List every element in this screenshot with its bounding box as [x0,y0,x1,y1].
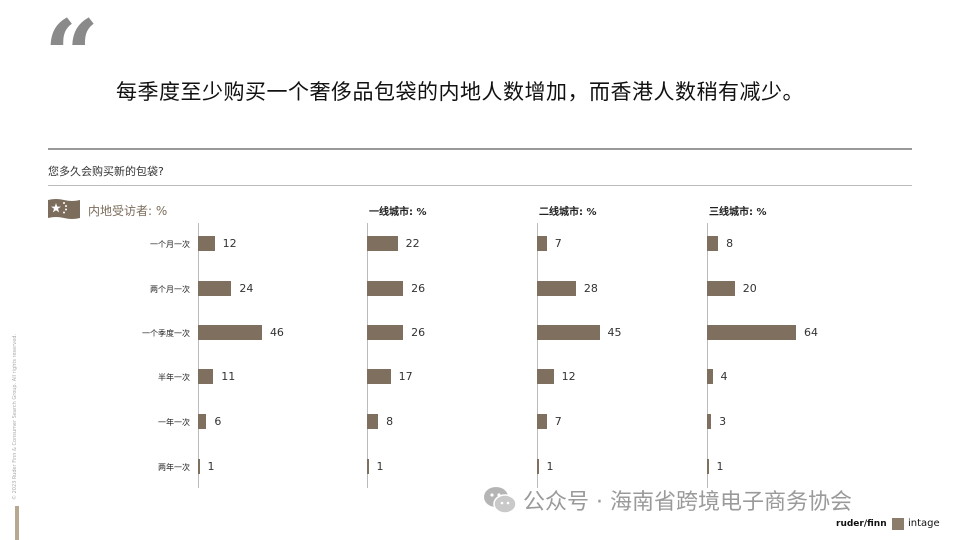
bar [367,236,398,251]
data-label: 26 [411,326,426,339]
bar [537,325,600,340]
wechat-icon [484,487,517,514]
bar [537,414,547,429]
chart-title: 三线城市: % [709,207,767,218]
survey-question: 您多久会购买新的包袋? [48,165,164,178]
watermark-text: 公众号 · 海南省跨境电子商务协会 [523,490,852,515]
bar [707,459,709,474]
data-label: 46 [269,326,284,339]
data-label: 1 [376,460,384,473]
data-label: 22 [405,237,420,250]
top-divider [48,148,912,150]
bar [198,236,215,251]
data-label: 45 [607,326,622,339]
data-label: 1 [207,460,215,473]
bar [367,281,404,296]
data-label: 11 [221,370,236,383]
chart-title: 一线城市: % [369,207,427,218]
data-label: 28 [583,282,598,295]
chart-axis [367,223,368,488]
bar [367,459,369,474]
bar [198,281,232,296]
bar [198,369,214,384]
bar [367,414,379,429]
category-label: 一年一次 [158,418,190,427]
bar [198,414,207,429]
china-flag-icon [48,199,80,219]
bar [198,459,200,474]
bar [707,325,796,340]
bar [707,281,735,296]
bar [537,281,576,296]
ruder-finn-logo: ruder/finn [836,519,887,529]
bar [367,325,404,340]
data-label: 7 [554,415,562,428]
bar [367,369,391,384]
chart-axis [537,223,538,488]
category-label: 半年一次 [158,373,190,382]
data-label: 8 [726,237,734,250]
data-label: 26 [411,282,426,295]
bar [707,414,712,429]
category-label: 一个季度一次 [142,329,190,338]
data-label: 4 [720,370,728,383]
data-label: 20 [742,282,757,295]
data-label: 3 [719,415,727,428]
csg-logo-icon [892,518,904,530]
bar [707,236,719,251]
question-divider [48,185,912,186]
category-label: 两年一次 [158,463,190,472]
data-label: 8 [386,415,394,428]
chart-axis [198,223,199,488]
watermark: 公众号 · 海南省跨境电子商务协会 [483,484,852,516]
data-label: 6 [214,415,222,428]
mainland-respondents-label: 内地受访者: % [88,204,168,218]
intage-logo: intage [908,518,940,529]
copyright: © 2023 Ruder Finn & Consumer Search Grou… [12,333,18,500]
chart-axis [707,223,708,488]
data-label: 12 [222,237,237,250]
bar [537,236,547,251]
data-label: 24 [239,282,254,295]
data-label: 1 [546,460,554,473]
data-label: 1 [716,460,724,473]
bar [198,325,262,340]
data-label: 12 [561,370,576,383]
category-label: 一个月一次 [150,240,190,249]
bar [707,369,713,384]
quote-mark-icon: “ [44,0,100,112]
data-label: 17 [398,370,413,383]
side-accent-bar [15,506,19,540]
headline: 每季度至少购买一个奢侈品包袋的内地人数增加，而香港人数稍有减少。 [116,80,804,104]
category-label: 两个月一次 [150,285,190,294]
bar [537,369,554,384]
data-label: 7 [554,237,562,250]
chart-title: 二线城市: % [539,207,597,218]
data-label: 64 [803,326,818,339]
bar [537,459,539,474]
